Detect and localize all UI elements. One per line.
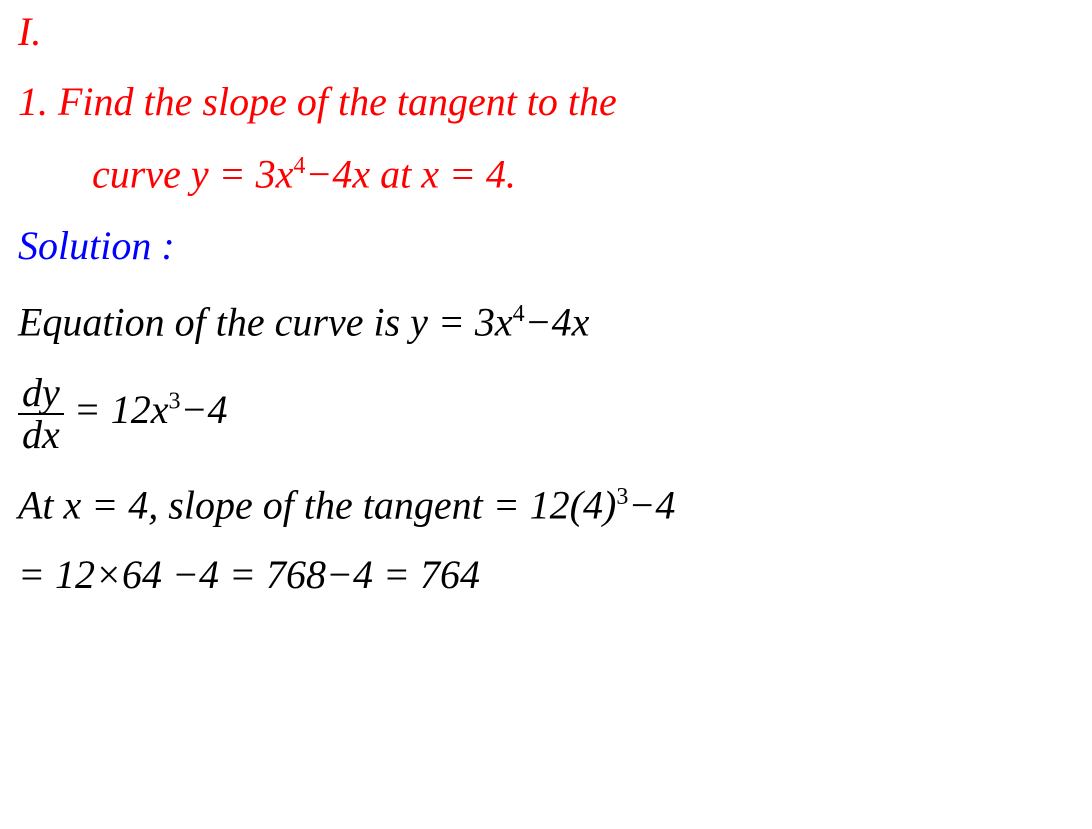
section-number: I. [18, 12, 1074, 52]
at-x-line: At x = 4, slope of the tangent = 12(4)3−… [18, 485, 1074, 525]
fraction-denominator: dx [18, 415, 64, 455]
solution-label: Solution : [18, 226, 1074, 266]
result-line: = 12×64 −4 = 768−4 = 764 [18, 555, 1074, 595]
derivative-rhs: = 12x3−4 [64, 387, 228, 432]
question-line-2: curve y = 3x4−4x at x = 4. [18, 154, 1074, 194]
question-line-1: 1. Find the slope of the tangent to the [18, 82, 1074, 122]
fraction-numerator: dy [18, 373, 64, 415]
equation-line: Equation of the curve is y = 3x4−4x [18, 302, 1074, 342]
fraction-dy-dx: dy dx [18, 373, 64, 455]
derivative-line: dy dx = 12x3−4 [18, 373, 1074, 455]
